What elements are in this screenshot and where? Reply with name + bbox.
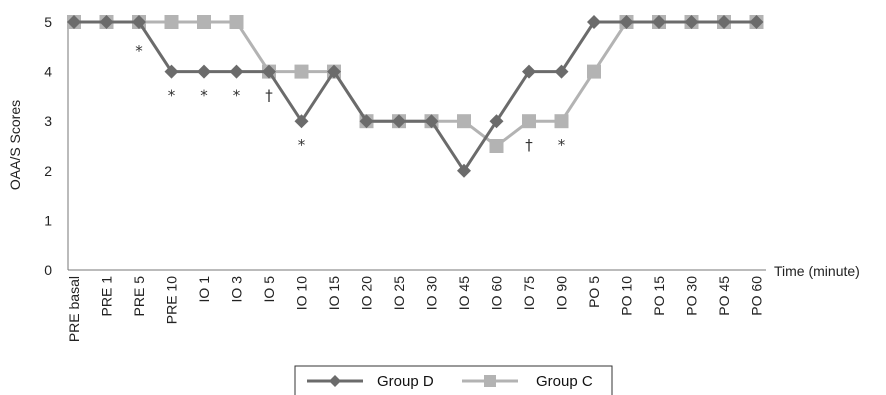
data-point-group-d [489, 114, 504, 129]
x-tick-label: IO 1 [196, 276, 212, 303]
data-point-group-d [359, 114, 374, 129]
data-point-group-c [294, 64, 309, 79]
annotation-mark: * [558, 136, 566, 154]
series-group [67, 15, 764, 178]
series-line-group-c [74, 20, 757, 148]
x-tick-label: IO 10 [294, 276, 310, 310]
x-tick-label: PO 30 [684, 276, 700, 316]
y-tick-label: 5 [44, 14, 52, 30]
data-point-group-d [749, 15, 764, 29]
data-point-group-d [587, 15, 601, 29]
data-point-group-d [684, 15, 699, 29]
x-tick-label: IO 15 [326, 276, 342, 310]
annotation-mark: * [168, 86, 176, 104]
x-tick-label: IO 20 [359, 276, 375, 310]
annotation-mark: † [265, 86, 273, 104]
data-point-group-d [262, 64, 276, 79]
x-tick-label: PO 60 [749, 276, 765, 316]
x-tick-label: IO 75 [521, 276, 537, 310]
y-tick-labels: 0 1 2 3 4 5 [44, 14, 52, 278]
data-point-group-c [522, 114, 536, 129]
y-tick-label: 3 [44, 113, 52, 129]
series-group-d [67, 15, 764, 178]
x-tick-labels: PRE basal PRE 1 PRE 5 PRE 10 IO 1 IO 3 IO 5 IO … [66, 276, 765, 342]
data-point-group-c [554, 114, 569, 129]
x-tick-label: IO 25 [391, 276, 407, 310]
x-tick-label: IO 90 [554, 276, 570, 310]
x-tick-label: IO 60 [489, 276, 505, 310]
data-point-group-d [164, 64, 179, 79]
annotation-mark: * [233, 86, 241, 104]
data-point-group-d [717, 15, 731, 29]
y-axis-label: OAA/S Scores [7, 100, 23, 190]
annotation-mark: * [298, 136, 306, 154]
x-tick-label: PRE 5 [131, 276, 147, 317]
data-point-group-c [164, 15, 179, 29]
legend-marker-group-d [329, 375, 341, 387]
data-point-group-c [489, 139, 504, 153]
legend-label-group-d: Group D [377, 373, 434, 390]
data-point-group-d [424, 114, 439, 129]
legend: Group D Group C [294, 365, 613, 395]
y-tick-label: 2 [44, 163, 52, 179]
significance-annotations: * * * * † * † * [135, 42, 566, 154]
x-tick-label: IO 3 [229, 276, 245, 303]
data-point-group-d [294, 114, 309, 129]
x-tick-label: PO 15 [651, 276, 667, 316]
annotation-mark: † [525, 136, 533, 154]
data-point-group-d [99, 15, 114, 29]
y-tick-label: 1 [44, 212, 52, 228]
data-point-group-d [392, 114, 406, 129]
x-tick-label: PRE 1 [99, 276, 115, 317]
data-point-group-d [132, 15, 146, 29]
data-point-group-d [522, 64, 536, 79]
y-tick-label: 0 [44, 262, 52, 278]
x-tick-label: PRE basal [66, 276, 82, 342]
legend-marker-group-c [484, 375, 496, 387]
annotation-mark: * [200, 86, 208, 104]
data-point-group-d [67, 15, 81, 29]
data-point-group-d [229, 64, 244, 79]
data-point-group-c [197, 15, 211, 29]
x-tick-label: PO 10 [619, 276, 635, 316]
x-tick-label: PRE 10 [164, 276, 180, 324]
data-point-group-d [197, 64, 211, 79]
series-group-c [67, 15, 764, 153]
annotation-mark: * [135, 42, 143, 60]
data-point-group-d [554, 64, 569, 79]
x-tick-label: IO 30 [424, 276, 440, 310]
data-point-group-d [652, 15, 666, 29]
y-tick-label: 4 [44, 64, 52, 80]
data-point-group-c [229, 15, 244, 29]
x-tick-label: IO 5 [261, 276, 277, 303]
data-point-group-d [457, 163, 471, 178]
series-line-group-d [74, 20, 757, 174]
x-tick-label: PO 45 [716, 276, 732, 316]
x-tick-label: IO 45 [456, 276, 472, 310]
data-point-group-d [327, 64, 341, 79]
data-point-group-c [457, 114, 471, 129]
x-axis-label: Time (minute) [774, 263, 860, 279]
data-point-group-d [619, 15, 634, 29]
legend-label-group-c: Group C [536, 373, 593, 390]
data-point-group-c [587, 64, 601, 79]
x-tick-label: PO 5 [586, 276, 602, 308]
